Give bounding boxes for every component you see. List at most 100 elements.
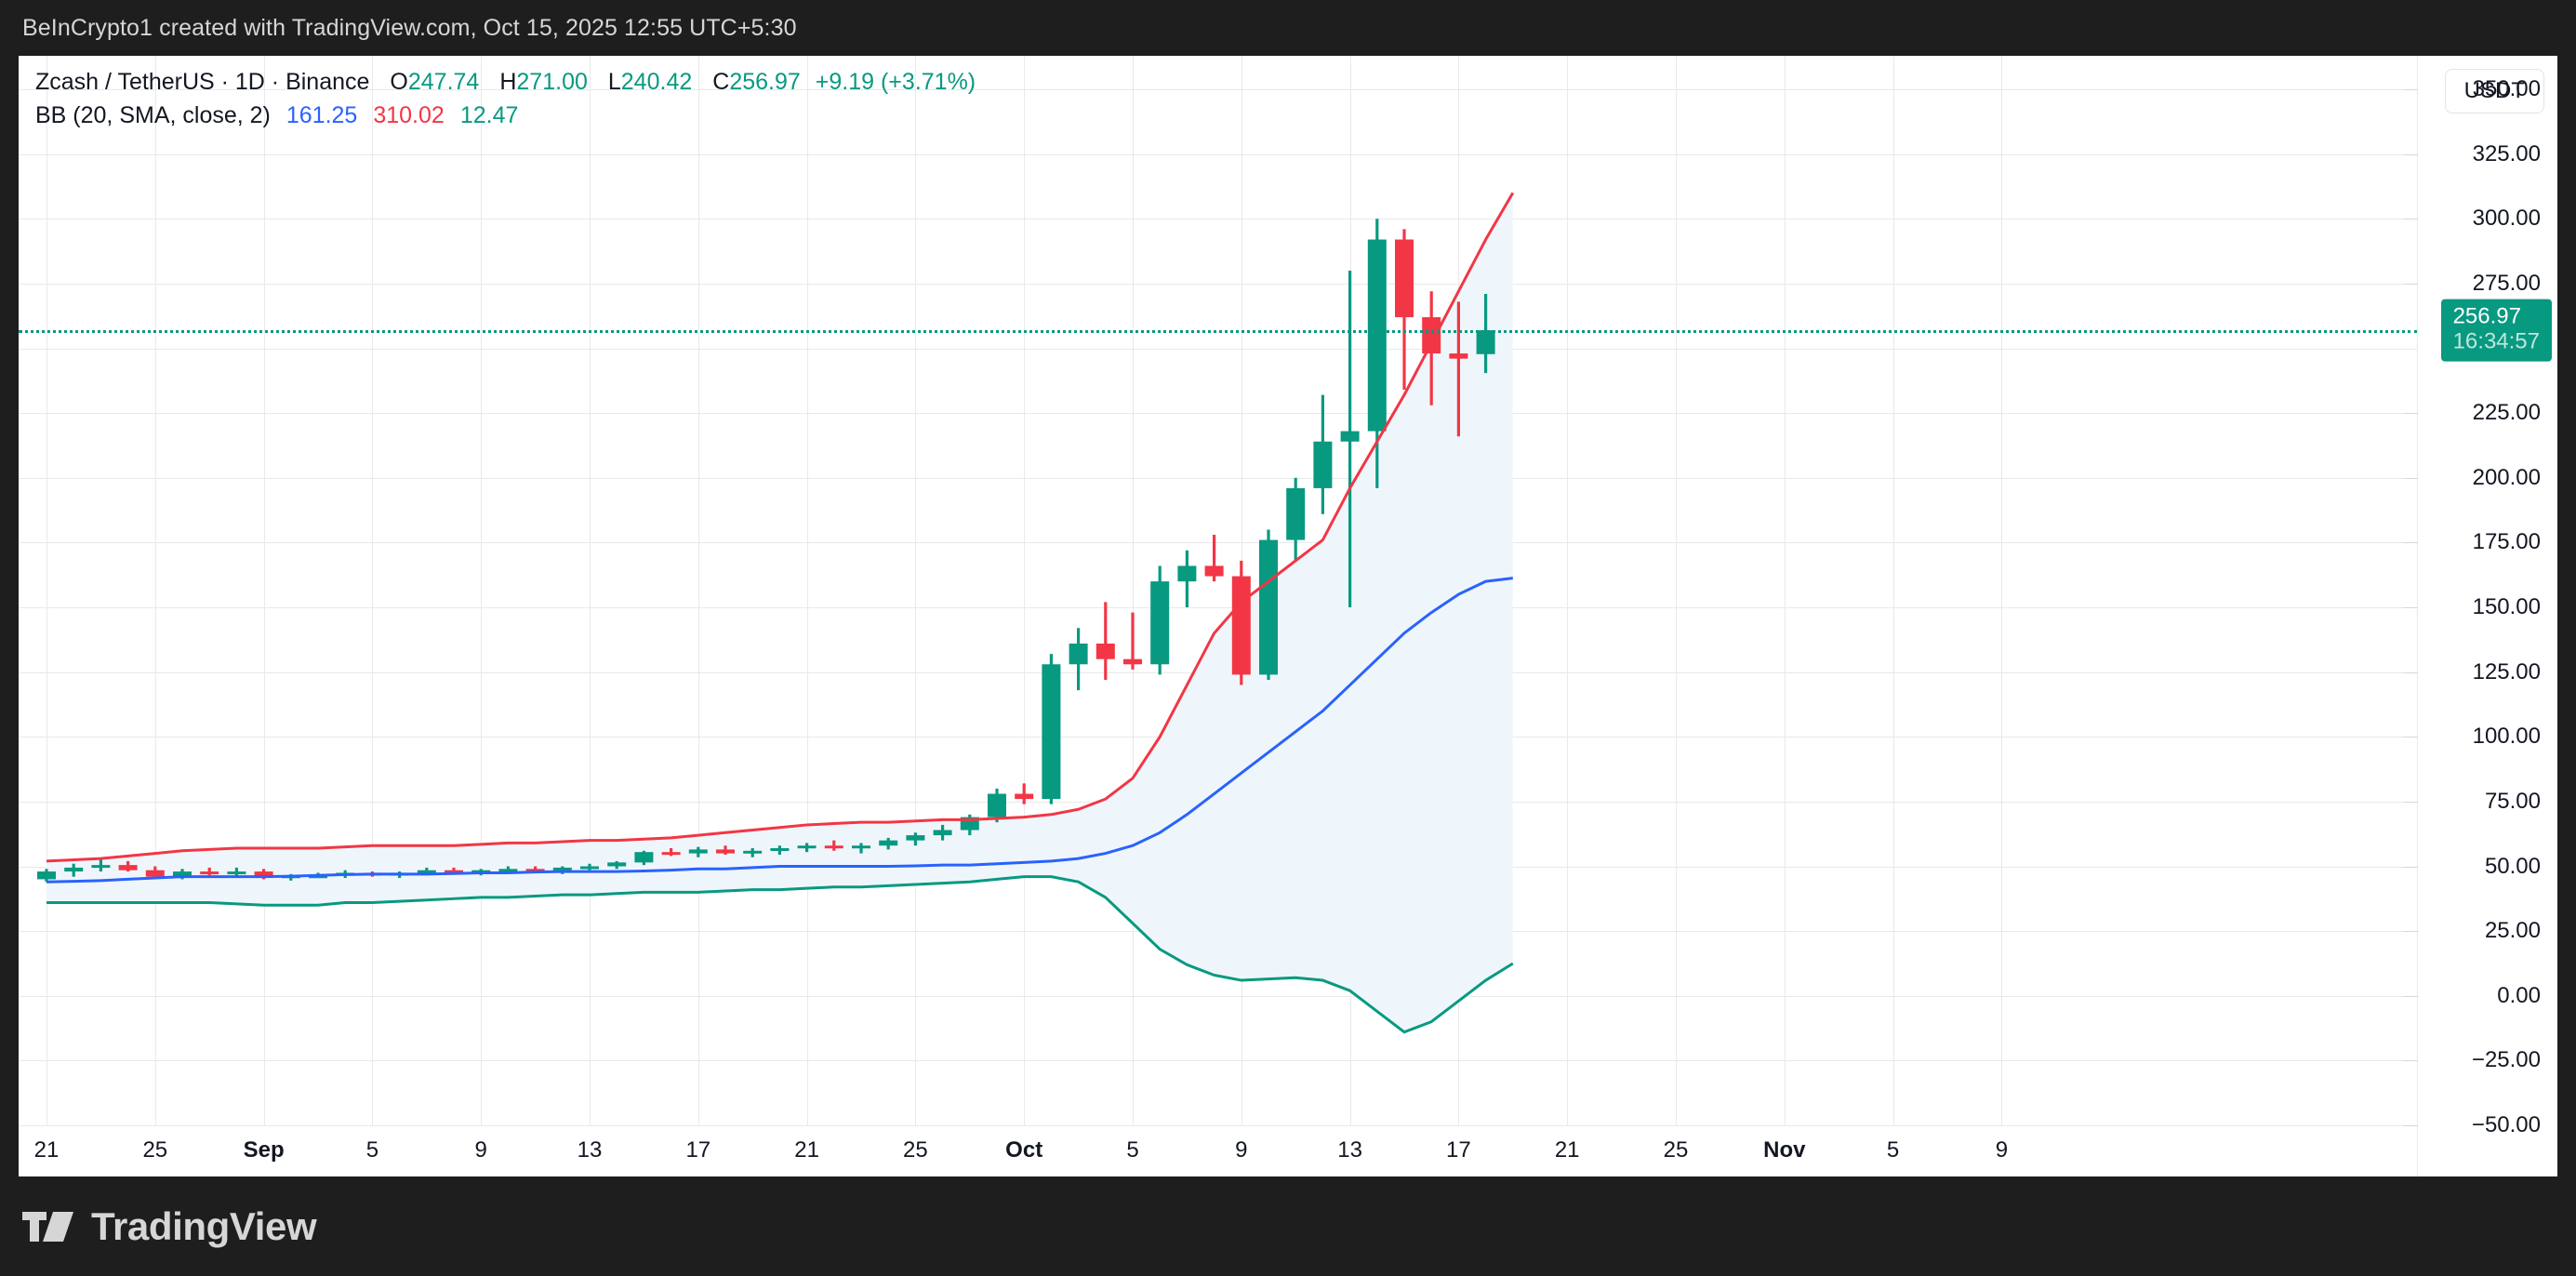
- time-tick-label: 21: [33, 1137, 60, 1163]
- grid-line-vertical: [1133, 56, 1134, 1125]
- candle-body: [906, 835, 925, 841]
- price-change: +9.19 (+3.71%): [815, 69, 976, 95]
- chart-legend: Zcash / TetherUS · 1D · Binance O247.74 …: [35, 69, 976, 132]
- price-tick-label: 200.00: [2472, 464, 2541, 490]
- tradingview-wordmark: TradingView: [91, 1203, 317, 1248]
- legend-symbol-row[interactable]: Zcash / TetherUS · 1D · Binance O247.74 …: [35, 69, 976, 102]
- grid-line-vertical: [1024, 56, 1026, 1125]
- bollinger-upper-line: [46, 192, 1515, 863]
- candle-body: [525, 869, 545, 872]
- price-tick-stub: [2403, 153, 2418, 155]
- grid-line-vertical: [154, 56, 156, 1125]
- price-tick-stub: [2403, 737, 2418, 738]
- price-tick-stub: [2403, 1125, 2418, 1126]
- current-price-badge[interactable]: 256.97 16:34:57: [2440, 299, 2552, 362]
- ohlc-low: L240.42: [607, 69, 693, 95]
- bollinger-band-fill: [46, 193, 1513, 1032]
- candle-body: [797, 845, 817, 849]
- time-tick-label: 13: [1337, 1137, 1362, 1163]
- time-tick-label: 9: [474, 1137, 487, 1163]
- bb-basis-value: 161.25: [285, 102, 358, 128]
- candle-body: [580, 866, 599, 870]
- grid-line-horizontal: [19, 89, 2557, 90]
- candle-body: [716, 849, 735, 854]
- tradingview-mark-icon: [22, 1211, 73, 1242]
- price-tick-stub: [2403, 413, 2418, 415]
- grid-line-horizontal: [19, 477, 2557, 479]
- attribution-text: BeInCrypto1 created with TradingView.com…: [22, 14, 797, 41]
- candle-body: [1422, 317, 1441, 354]
- grid-line-horizontal: [19, 1125, 2557, 1126]
- time-tick-label: 25: [1663, 1137, 1689, 1163]
- currency-unit-badge[interactable]: USDT: [2444, 69, 2544, 113]
- price-tick-stub: [2403, 542, 2418, 544]
- candle-body: [118, 865, 138, 871]
- candle-body: [1286, 487, 1306, 540]
- price-tick-stub: [2403, 283, 2418, 285]
- time-tick-label: 9: [1995, 1137, 2009, 1163]
- candle-body: [824, 845, 843, 849]
- ohlc-close: C256.97: [712, 69, 801, 95]
- candle-body: [1204, 565, 1224, 577]
- time-tick-label: Sep: [243, 1137, 285, 1163]
- candle-body: [1150, 581, 1170, 665]
- price-tick-stub: [2403, 671, 2418, 673]
- time-axis[interactable]: 21 25 Sep 5 9 13 17 21 25 Oct 5 9 13 17 21 25 Nov 5 9: [19, 1130, 2557, 1176]
- time-tick-label: Oct: [1005, 1137, 1043, 1163]
- time-tick-label: 5: [365, 1137, 379, 1163]
- price-tick-label: 175.00: [2472, 529, 2541, 555]
- grid-line-vertical: [1567, 56, 1569, 1125]
- candle-body: [173, 871, 192, 877]
- price-tick-stub: [2403, 801, 2418, 803]
- candle-body: [552, 867, 572, 872]
- time-tick-label: 13: [577, 1137, 603, 1163]
- candle-body: [1395, 239, 1414, 318]
- candle-body: [1095, 643, 1115, 659]
- candle-body: [770, 848, 790, 852]
- grid-line-vertical: [1784, 56, 1786, 1125]
- grid-line-vertical: [481, 56, 483, 1125]
- grid-line-horizontal: [19, 413, 2557, 415]
- grid-line-horizontal: [19, 348, 2557, 350]
- bar-countdown: 16:34:57: [2452, 329, 2540, 355]
- ohlc-open: O247.74: [390, 69, 480, 95]
- grid-line-vertical: [46, 56, 47, 1125]
- legend-indicator-row[interactable]: BB (20, SMA, close, 2) 161.25 310.02 12.…: [35, 102, 976, 132]
- bollinger-lower-line: [46, 875, 1514, 1034]
- grid-line-horizontal: [19, 1060, 2557, 1062]
- tradingview-logo[interactable]: TradingView: [22, 1203, 317, 1249]
- candle-body: [879, 840, 898, 846]
- price-tick-stub: [2403, 607, 2418, 608]
- candle-body: [743, 850, 763, 854]
- candle-body: [1123, 658, 1142, 665]
- time-tick-label: 9: [1235, 1137, 1248, 1163]
- price-tick-label: 350.00: [2472, 76, 2541, 101]
- candle-body: [1313, 441, 1333, 488]
- grid-line-vertical: [372, 56, 374, 1125]
- candle-body: [1015, 793, 1034, 800]
- grid-line-vertical: [1676, 56, 1677, 1125]
- time-tick-label: 17: [1446, 1137, 1471, 1163]
- price-tick-stub: [2403, 995, 2418, 997]
- time-tick-label: Nov: [1763, 1137, 1806, 1163]
- price-tick-label: −50.00: [2471, 1112, 2541, 1137]
- candle-body: [498, 869, 518, 872]
- grid-line-vertical: [263, 56, 265, 1125]
- candle-body: [1367, 239, 1387, 432]
- bb-upper-value: 310.02: [373, 102, 445, 128]
- candle-body: [64, 867, 84, 872]
- grid-line-horizontal: [19, 283, 2557, 285]
- candle-body: [688, 849, 708, 854]
- candle-body: [1259, 539, 1278, 675]
- price-axis[interactable]: USDT 350.00 325.00 300.00 275.00 225.00 200.0…: [2403, 56, 2557, 1176]
- candle-body: [254, 871, 273, 879]
- price-tick-stub: [2403, 866, 2418, 868]
- candle-body: [1069, 643, 1088, 665]
- candle-body: [852, 845, 870, 849]
- attribution-banner: BeInCrypto1 created with TradingView.com…: [0, 0, 2576, 56]
- candle-body: [1042, 664, 1061, 800]
- price-tick-label: 125.00: [2472, 658, 2541, 685]
- price-tick-label: 100.00: [2472, 724, 2541, 750]
- chart-panel[interactable]: Zcash / TetherUS · 1D · Binance O247.74 …: [19, 56, 2557, 1176]
